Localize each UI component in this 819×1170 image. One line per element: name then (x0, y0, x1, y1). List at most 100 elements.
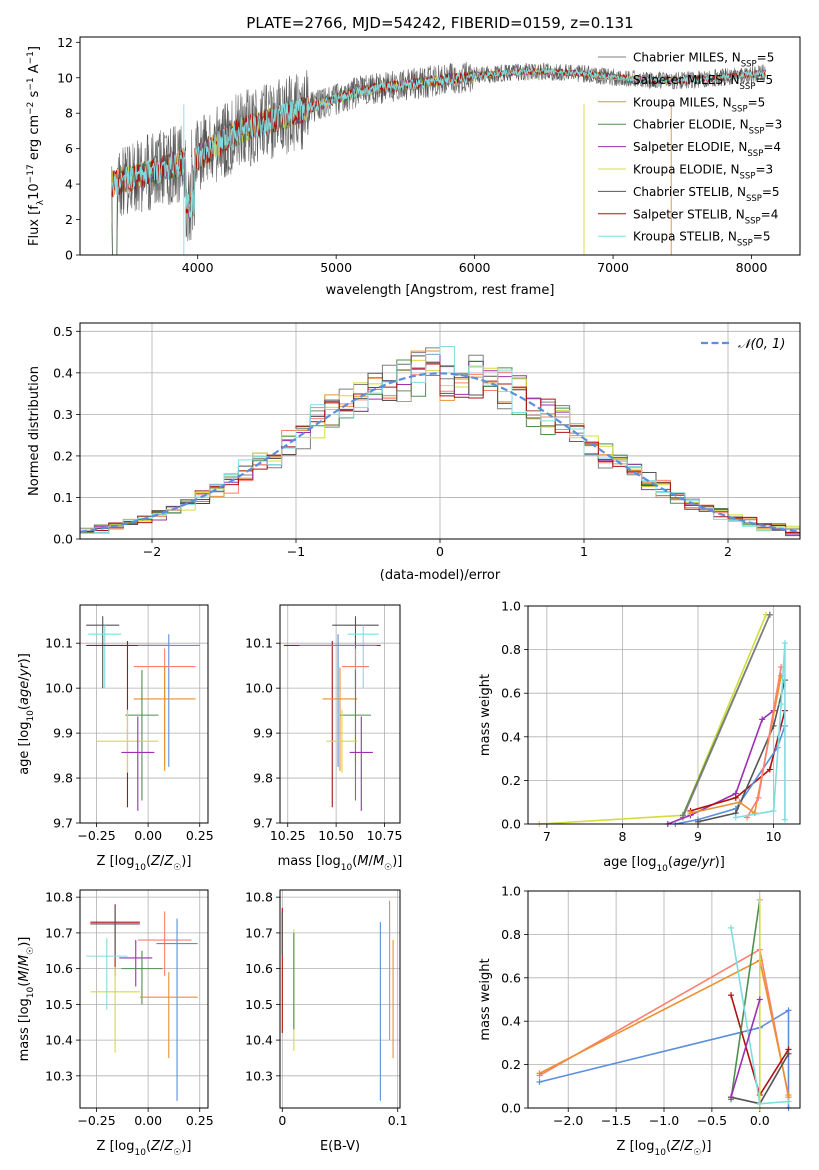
y-tick-label: 10.0 (245, 681, 273, 696)
x-axis-label: age [log10(age/yr)] (603, 855, 725, 874)
legend-label-tail: =4 (761, 207, 779, 221)
y-tick-label: 1.0 (501, 884, 521, 899)
label-part: ☉ (173, 1148, 181, 1158)
legend-label: Kroupa STELIB, NSSP=5 (633, 230, 771, 249)
legend-label: Chabrier ELODIE, NSSP=3 (633, 118, 782, 137)
y-tick-label: 12 (57, 35, 73, 50)
legend-label-tail: =4 (763, 140, 781, 154)
x-tick-label: −0.25 (77, 828, 115, 843)
label-part: 10 (341, 863, 353, 873)
label-part: −1 (26, 51, 36, 64)
x-tick-label: 10.50 (318, 828, 354, 843)
y-tick-label: 0.8 (501, 927, 521, 942)
label-part: Z [log (97, 1139, 135, 1154)
label-part: ( (17, 705, 32, 710)
y-tick-label: 10.8 (45, 890, 73, 905)
legend-label-sub: SSP (749, 127, 765, 137)
x-tick-label: 1 (580, 544, 588, 559)
y-tick-label: 0.6 (501, 686, 521, 701)
mass_weight_vs_Z-panel: −2.0 −1.5 −1.0 −0.5 0.0 0.0 0.2 0.4 0.6 0.8 1.0 Z [… (478, 884, 801, 1158)
label-part: Z (163, 1139, 174, 1154)
x-tick-label: −0.25 (77, 1113, 115, 1128)
axes-frame (279, 889, 401, 1109)
label-part: ] (27, 46, 42, 51)
y-tick-label: 10.6 (45, 961, 73, 976)
label-part: ( (668, 855, 673, 870)
x-tick-label: 7 (543, 829, 551, 844)
y-axis-label: mass [log10(M/M☉)] (17, 937, 36, 1062)
label-part: 10 (26, 710, 36, 722)
mass_vs_ebv-panel: 0 0.1 10.3 10.4 10.5 10.6 10.7 10.8 E(B-V) (245, 889, 408, 1154)
weight-series-line (697, 679, 786, 823)
label-part: age [log (603, 855, 656, 870)
label-part: / (160, 854, 165, 869)
axes-frame (79, 322, 801, 540)
y-tick-label: 2 (65, 212, 73, 227)
legend-label-main: Chabrier ELODIE, N (633, 118, 749, 132)
legend-label-sub: SSP (732, 104, 748, 114)
y-tick-label: 0.0 (501, 817, 521, 832)
label-part: Z [log (617, 1139, 655, 1154)
legend-label-sub: SSP (737, 239, 753, 249)
spectrum-series-line (111, 67, 766, 218)
y-tick-label: 0.5 (53, 324, 73, 339)
label-part: )] (17, 653, 32, 663)
x-tick-label: 9 (694, 829, 702, 844)
x-tick-label: 4000 (182, 260, 214, 275)
label-part: −1 (26, 77, 36, 90)
label-part: age (673, 855, 697, 870)
label-part: erg cm (27, 115, 42, 164)
label-part: )] (392, 854, 402, 869)
y-tick-label: 8 (65, 106, 73, 121)
y-tick-label: 10.8 (245, 890, 273, 905)
label-part: 10 (134, 863, 146, 873)
label-part: 10 (27, 183, 42, 200)
legend-label-main: Kroupa ELODIE, N (633, 163, 740, 177)
label-part: mass [log (278, 854, 341, 869)
x-tick-label: 0.0 (750, 1113, 770, 1128)
x-axis-label: (data-model)/error (380, 568, 501, 583)
label-part: )] (17, 937, 32, 947)
y-axis-label: age [log10(age/yr)] (17, 653, 36, 775)
label-part: Z (150, 854, 161, 869)
label-part: ☉ (173, 863, 181, 873)
x-tick-label: −1 (287, 544, 305, 559)
label-part: 10 (134, 1148, 146, 1158)
legend-label-tail: =3 (755, 163, 773, 177)
label-part: −2 (26, 102, 36, 115)
label-part: A (27, 64, 42, 77)
x-tick-label: −2 (143, 544, 161, 559)
plot-layer: 4000 5000 6000 7000 8000024681012wavelength … (17, 35, 801, 1158)
mass_vs_Z-panel: −0.25 0.00 0.25 10.3 10.4 10.5 10.6 10.7 10.8 Z [… (17, 889, 214, 1158)
x-tick-label: 7000 (597, 260, 629, 275)
legend-label: Kroupa ELODIE, NSSP=3 (633, 163, 773, 182)
label-part: / (697, 855, 702, 870)
legend-label: Kroupa MILES, NSSP=5 (633, 95, 765, 114)
figure-title: PLATE=2766, MJD=54242, FIBERID=0159, z=0… (246, 14, 633, 32)
legend-label: Salpeter ELODIE, NSSP=4 (633, 140, 781, 159)
label-part: / (680, 1139, 685, 1154)
label-part: s (27, 90, 42, 101)
x-axis-label: wavelength [Angstrom, rest frame] (326, 283, 555, 298)
legend-label-tail: =5 (748, 95, 766, 109)
label-part: / (160, 1139, 165, 1154)
y-tick-label: 9.9 (253, 726, 273, 741)
y-tick-label: 0.4 (53, 365, 73, 380)
weight-series-line (682, 614, 771, 818)
y-tick-label: 9.8 (53, 771, 73, 786)
y-tick-label: 0.8 (501, 642, 521, 657)
y-axis-label: mass weight (478, 958, 493, 1040)
legend-label-sub: SSP (747, 149, 763, 159)
y-tick-label: 10.1 (245, 636, 273, 651)
x-tick-label: 10.25 (270, 828, 306, 843)
gaussian-curve (80, 372, 800, 533)
y-tick-label: 6 (65, 141, 73, 156)
label-part: ☉ (693, 1148, 701, 1158)
label-part: Z [log (97, 854, 135, 869)
label-part: Flux [f (27, 205, 42, 246)
label-part: age (17, 681, 32, 705)
x-tick-label: 8000 (736, 260, 768, 275)
y-tick-label: 0.3 (53, 407, 73, 422)
x-tick-label: −0.5 (697, 1113, 727, 1128)
x-tick-label: 8 (618, 829, 626, 844)
